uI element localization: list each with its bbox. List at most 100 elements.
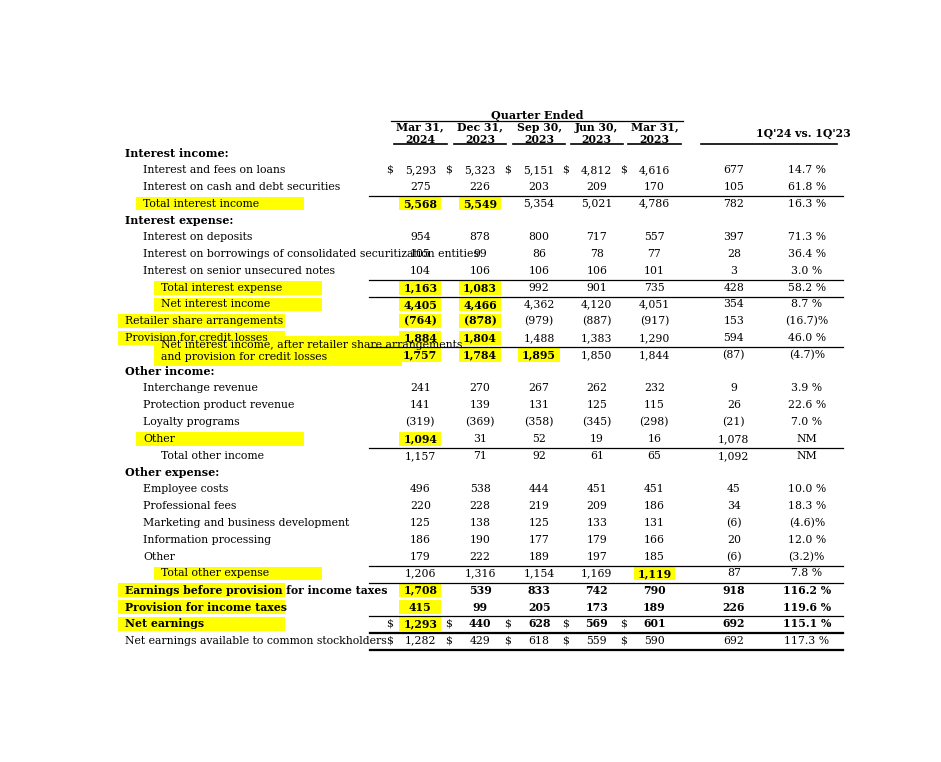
Text: 105: 105 xyxy=(410,249,431,259)
Text: 19: 19 xyxy=(590,434,604,444)
Text: 742: 742 xyxy=(585,584,608,596)
Text: 133: 133 xyxy=(586,518,607,528)
Text: 1,290: 1,290 xyxy=(639,333,670,343)
Text: 34: 34 xyxy=(727,501,741,511)
Text: 559: 559 xyxy=(586,636,607,645)
FancyBboxPatch shape xyxy=(154,297,322,312)
Text: 717: 717 xyxy=(586,232,607,242)
Text: (6): (6) xyxy=(726,552,742,562)
Text: 1,163: 1,163 xyxy=(403,282,438,293)
Text: 185: 185 xyxy=(644,552,664,562)
Text: 141: 141 xyxy=(410,400,431,410)
FancyBboxPatch shape xyxy=(400,197,441,210)
Text: 209: 209 xyxy=(586,181,607,192)
Text: 569: 569 xyxy=(585,619,608,629)
Text: 116.2 %: 116.2 % xyxy=(783,584,831,596)
Text: Interest on cash and debt securities: Interest on cash and debt securities xyxy=(143,181,341,192)
Text: 71.3 %: 71.3 % xyxy=(788,232,826,242)
Text: 46.0 %: 46.0 % xyxy=(788,333,826,343)
Text: Mar 31,
2024: Mar 31, 2024 xyxy=(396,121,444,146)
Text: 267: 267 xyxy=(529,383,550,393)
Text: 12.0 %: 12.0 % xyxy=(788,535,826,545)
Text: $: $ xyxy=(504,636,511,645)
Text: 901: 901 xyxy=(586,283,607,293)
Text: 101: 101 xyxy=(644,266,665,276)
Text: 590: 590 xyxy=(644,636,664,645)
Text: 209: 209 xyxy=(586,501,607,511)
FancyBboxPatch shape xyxy=(400,584,441,597)
Text: 131: 131 xyxy=(644,518,665,528)
Text: $: $ xyxy=(445,619,453,629)
Text: 153: 153 xyxy=(724,316,744,326)
Text: 119.6 %: 119.6 % xyxy=(783,601,831,613)
Text: $: $ xyxy=(504,619,511,629)
Text: $: $ xyxy=(445,165,453,175)
Text: 1,316: 1,316 xyxy=(464,568,496,578)
Text: 1,094: 1,094 xyxy=(404,434,438,444)
Text: Other: Other xyxy=(143,434,175,444)
Text: (358): (358) xyxy=(524,417,554,427)
Text: Interest expense:: Interest expense: xyxy=(125,215,233,226)
FancyBboxPatch shape xyxy=(400,315,441,328)
Text: 170: 170 xyxy=(644,181,664,192)
FancyBboxPatch shape xyxy=(400,331,441,345)
Text: Loyalty programs: Loyalty programs xyxy=(143,417,240,427)
Text: 1,844: 1,844 xyxy=(639,350,670,360)
FancyBboxPatch shape xyxy=(118,315,285,328)
Text: 538: 538 xyxy=(470,485,490,495)
FancyBboxPatch shape xyxy=(459,197,501,210)
Text: Interest on senior unsecured notes: Interest on senior unsecured notes xyxy=(143,266,335,276)
Text: 87: 87 xyxy=(727,568,741,578)
Text: Retailer share arrangements: Retailer share arrangements xyxy=(125,316,283,326)
Text: 16: 16 xyxy=(647,434,662,444)
Text: 833: 833 xyxy=(528,584,550,596)
Text: Protection product revenue: Protection product revenue xyxy=(143,400,295,410)
Text: 1,804: 1,804 xyxy=(463,332,497,344)
Text: 628: 628 xyxy=(528,619,550,629)
FancyBboxPatch shape xyxy=(400,348,441,362)
Text: 220: 220 xyxy=(409,501,431,511)
Text: $: $ xyxy=(386,636,392,645)
Text: 4,812: 4,812 xyxy=(582,165,613,175)
Text: 106: 106 xyxy=(470,266,490,276)
Text: Net earnings available to common stockholders: Net earnings available to common stockho… xyxy=(125,636,387,645)
FancyBboxPatch shape xyxy=(400,432,441,446)
Text: 36.4 %: 36.4 % xyxy=(788,249,826,259)
Text: 177: 177 xyxy=(529,535,550,545)
Text: 190: 190 xyxy=(470,535,490,545)
Text: 197: 197 xyxy=(586,552,607,562)
Text: 71: 71 xyxy=(473,451,487,461)
Text: $: $ xyxy=(620,165,627,175)
Text: 557: 557 xyxy=(644,232,664,242)
Text: 179: 179 xyxy=(586,535,607,545)
FancyBboxPatch shape xyxy=(459,331,501,345)
Text: Marketing and business development: Marketing and business development xyxy=(143,518,349,528)
FancyBboxPatch shape xyxy=(154,337,402,366)
Text: Interest on deposits: Interest on deposits xyxy=(143,232,252,242)
Text: 125: 125 xyxy=(410,518,431,528)
Text: 31: 31 xyxy=(473,434,487,444)
Text: (878): (878) xyxy=(464,315,497,327)
Text: NM: NM xyxy=(796,434,817,444)
FancyBboxPatch shape xyxy=(118,600,285,614)
Text: Net earnings: Net earnings xyxy=(125,619,204,629)
Text: Interchange revenue: Interchange revenue xyxy=(143,383,258,393)
Text: 117.3 %: 117.3 % xyxy=(784,636,829,645)
Text: 594: 594 xyxy=(724,333,744,343)
FancyBboxPatch shape xyxy=(136,432,304,446)
Text: Total interest expense: Total interest expense xyxy=(162,283,282,293)
Text: 3: 3 xyxy=(730,266,738,276)
Text: 1,078: 1,078 xyxy=(718,434,750,444)
Text: 26: 26 xyxy=(726,400,741,410)
Text: Jun 30,
2023: Jun 30, 2023 xyxy=(575,121,618,146)
Text: 496: 496 xyxy=(410,485,431,495)
Text: 1,083: 1,083 xyxy=(463,282,497,293)
Text: 5,151: 5,151 xyxy=(523,165,555,175)
Text: Mar 31,
2023: Mar 31, 2023 xyxy=(630,121,678,146)
FancyBboxPatch shape xyxy=(459,348,501,362)
Text: 131: 131 xyxy=(529,400,550,410)
Text: 4,616: 4,616 xyxy=(639,165,670,175)
Text: 45: 45 xyxy=(727,485,741,495)
Text: 106: 106 xyxy=(586,266,607,276)
Text: 226: 226 xyxy=(723,601,745,613)
